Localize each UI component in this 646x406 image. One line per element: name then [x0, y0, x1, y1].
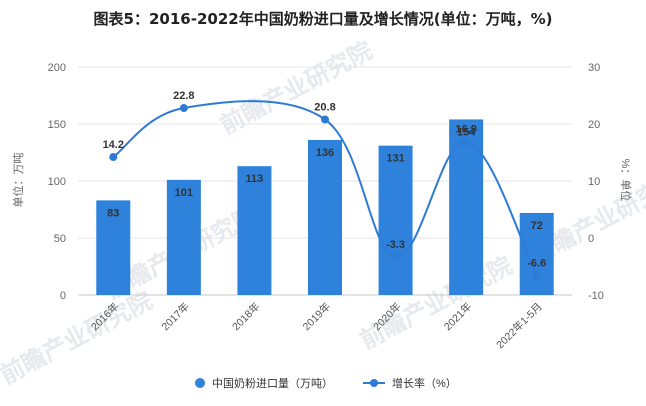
bar: [519, 212, 554, 295]
line-value-label: -3.3: [386, 239, 405, 251]
left-tick-label: 0: [60, 290, 66, 302]
line-point: [321, 115, 329, 124]
bar-value-label: 72: [531, 220, 543, 232]
legend-bar-marker-icon: [195, 378, 205, 388]
right-axis-label: %：单位: [619, 159, 633, 202]
bar-value-label: 113: [246, 173, 264, 185]
legend-bar-label: 中国奶粉进口量（万吨）: [212, 376, 333, 390]
right-tick-label: 30: [588, 62, 600, 74]
line-value-label: 20.8: [314, 101, 335, 113]
line-series: [109, 100, 541, 280]
line-point: [109, 153, 118, 162]
chart-title: 图表5：2016-2022年中国奶粉进口量及增长情况(单位：万吨，%): [93, 10, 553, 28]
bar-value-label: 136: [316, 147, 334, 159]
category-label: 2022年1-5月: [494, 300, 545, 351]
right-axis-ticks: -10 0 10 20 30: [588, 62, 604, 302]
left-axis-label: 单位：万吨: [11, 153, 25, 208]
bar: [449, 119, 484, 295]
bar-data-labels: 83 101 113 136 131 154 72: [107, 126, 543, 231]
category-label: 2018年: [229, 300, 262, 333]
legend-line-label: 增长率（%）: [392, 376, 457, 390]
right-tick-label: 0: [588, 233, 594, 245]
line-point: [179, 104, 188, 113]
category-label: 2017年: [159, 300, 192, 333]
category-tick-labels: 2016年 2017年 2018年 2019年 2020年 2021年 2022年1-5月: [88, 300, 545, 351]
bar-value-label: 131: [386, 153, 404, 165]
line-point: [532, 271, 541, 280]
bar-value-label: 154: [457, 126, 476, 138]
line-point: [462, 137, 471, 146]
line-point: [391, 252, 400, 261]
bar-value-label: 101: [175, 187, 193, 199]
right-tick-label: -10: [588, 290, 604, 302]
right-tick-label: 10: [588, 176, 600, 188]
left-tick-label: 150: [48, 119, 66, 131]
bar: [237, 166, 272, 295]
legend: 中国奶粉进口量（万吨） 增长率（%）: [195, 376, 457, 390]
bar-value-label: 83: [107, 207, 119, 219]
left-tick-label: 100: [48, 176, 66, 188]
left-tick-label: 50: [54, 233, 66, 245]
line-value-label: 14.2: [103, 139, 124, 151]
line-value-label: -6.6: [527, 258, 546, 270]
category-label: 2019年: [300, 300, 333, 333]
bar: [378, 145, 413, 295]
line-data-labels: 14.2 22.8 20.8 -3.3 16.9 -6.6: [103, 90, 547, 270]
left-tick-label: 200: [48, 62, 66, 74]
bar: [166, 179, 201, 295]
legend-line-dot-icon: [370, 379, 378, 387]
line-value-label: 16.9: [455, 124, 476, 136]
bar: [96, 200, 131, 295]
right-tick-label: 20: [588, 119, 600, 131]
bar: [308, 139, 342, 295]
left-axis-ticks: 0 50 100 150 200: [48, 62, 66, 302]
watermark-text: 前瞻产业研究院: [0, 286, 157, 390]
line-value-label: 22.8: [173, 90, 194, 102]
